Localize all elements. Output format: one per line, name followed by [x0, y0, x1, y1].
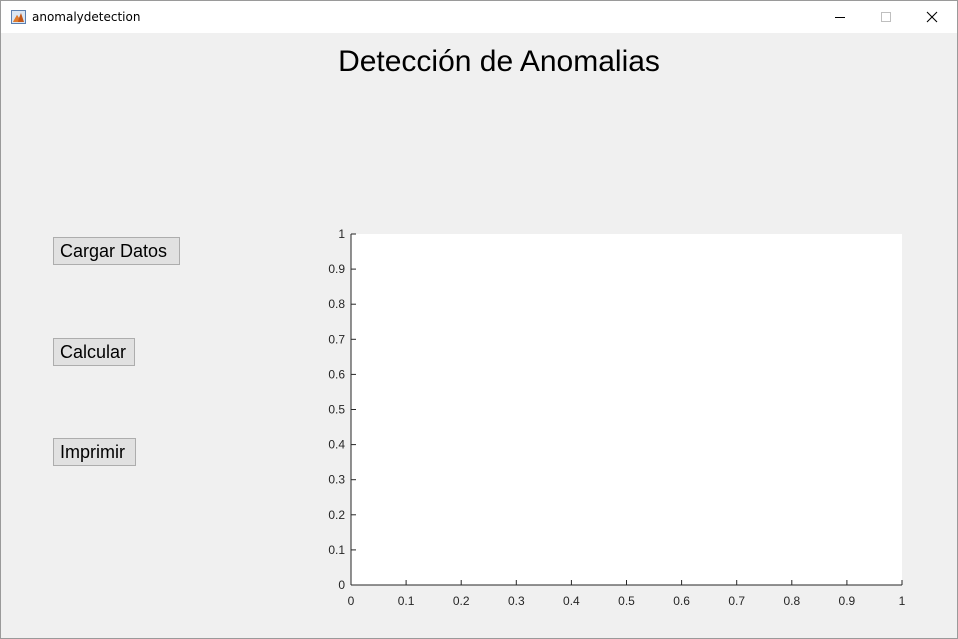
- calculate-button[interactable]: Calcular: [53, 338, 135, 366]
- y-tick-label: 0.1: [328, 543, 345, 557]
- close-button[interactable]: [909, 1, 955, 33]
- maximize-button[interactable]: [863, 1, 909, 33]
- x-tick-label: 0.2: [453, 594, 470, 608]
- close-icon: [926, 11, 938, 23]
- x-tick-label: 0.9: [839, 594, 856, 608]
- x-tick-label: 0.3: [508, 594, 525, 608]
- figure-title: Detección de Anomalias: [1, 45, 957, 79]
- window-title: anomalydetection: [32, 10, 141, 24]
- x-tick-label: 0: [348, 594, 355, 608]
- x-tick-label: 0.7: [728, 594, 745, 608]
- y-tick-label: 0.4: [328, 438, 345, 452]
- minimize-icon: [835, 17, 845, 18]
- minimize-button[interactable]: [817, 1, 863, 33]
- y-tick-label: 0.3: [328, 473, 345, 487]
- print-button[interactable]: Imprimir: [53, 438, 136, 466]
- matlab-icon: [11, 10, 26, 24]
- x-tick-label: 1: [899, 594, 906, 608]
- y-tick-label: 0.7: [328, 332, 345, 346]
- y-tick-label: 0.8: [328, 297, 345, 311]
- x-tick-label: 0.8: [783, 594, 800, 608]
- y-tick-label: 0: [338, 578, 345, 592]
- x-tick-label: 0.4: [563, 594, 580, 608]
- x-tick-label: 0.6: [673, 594, 690, 608]
- y-tick-label: 0.2: [328, 508, 345, 522]
- x-tick-label: 0.1: [398, 594, 415, 608]
- y-tick-label: 0.9: [328, 262, 345, 276]
- x-tick-label: 0.5: [618, 594, 635, 608]
- axes-background: [351, 234, 902, 585]
- load-data-button[interactable]: Cargar Datos: [53, 237, 180, 265]
- y-tick-label: 0.6: [328, 367, 345, 381]
- maximize-icon: [881, 12, 891, 22]
- y-tick-label: 0.5: [328, 403, 345, 417]
- title-bar[interactable]: anomalydetection: [1, 1, 957, 33]
- figure-title-text: Detección de Anomalias: [338, 45, 660, 78]
- y-tick-label: 1: [338, 227, 345, 241]
